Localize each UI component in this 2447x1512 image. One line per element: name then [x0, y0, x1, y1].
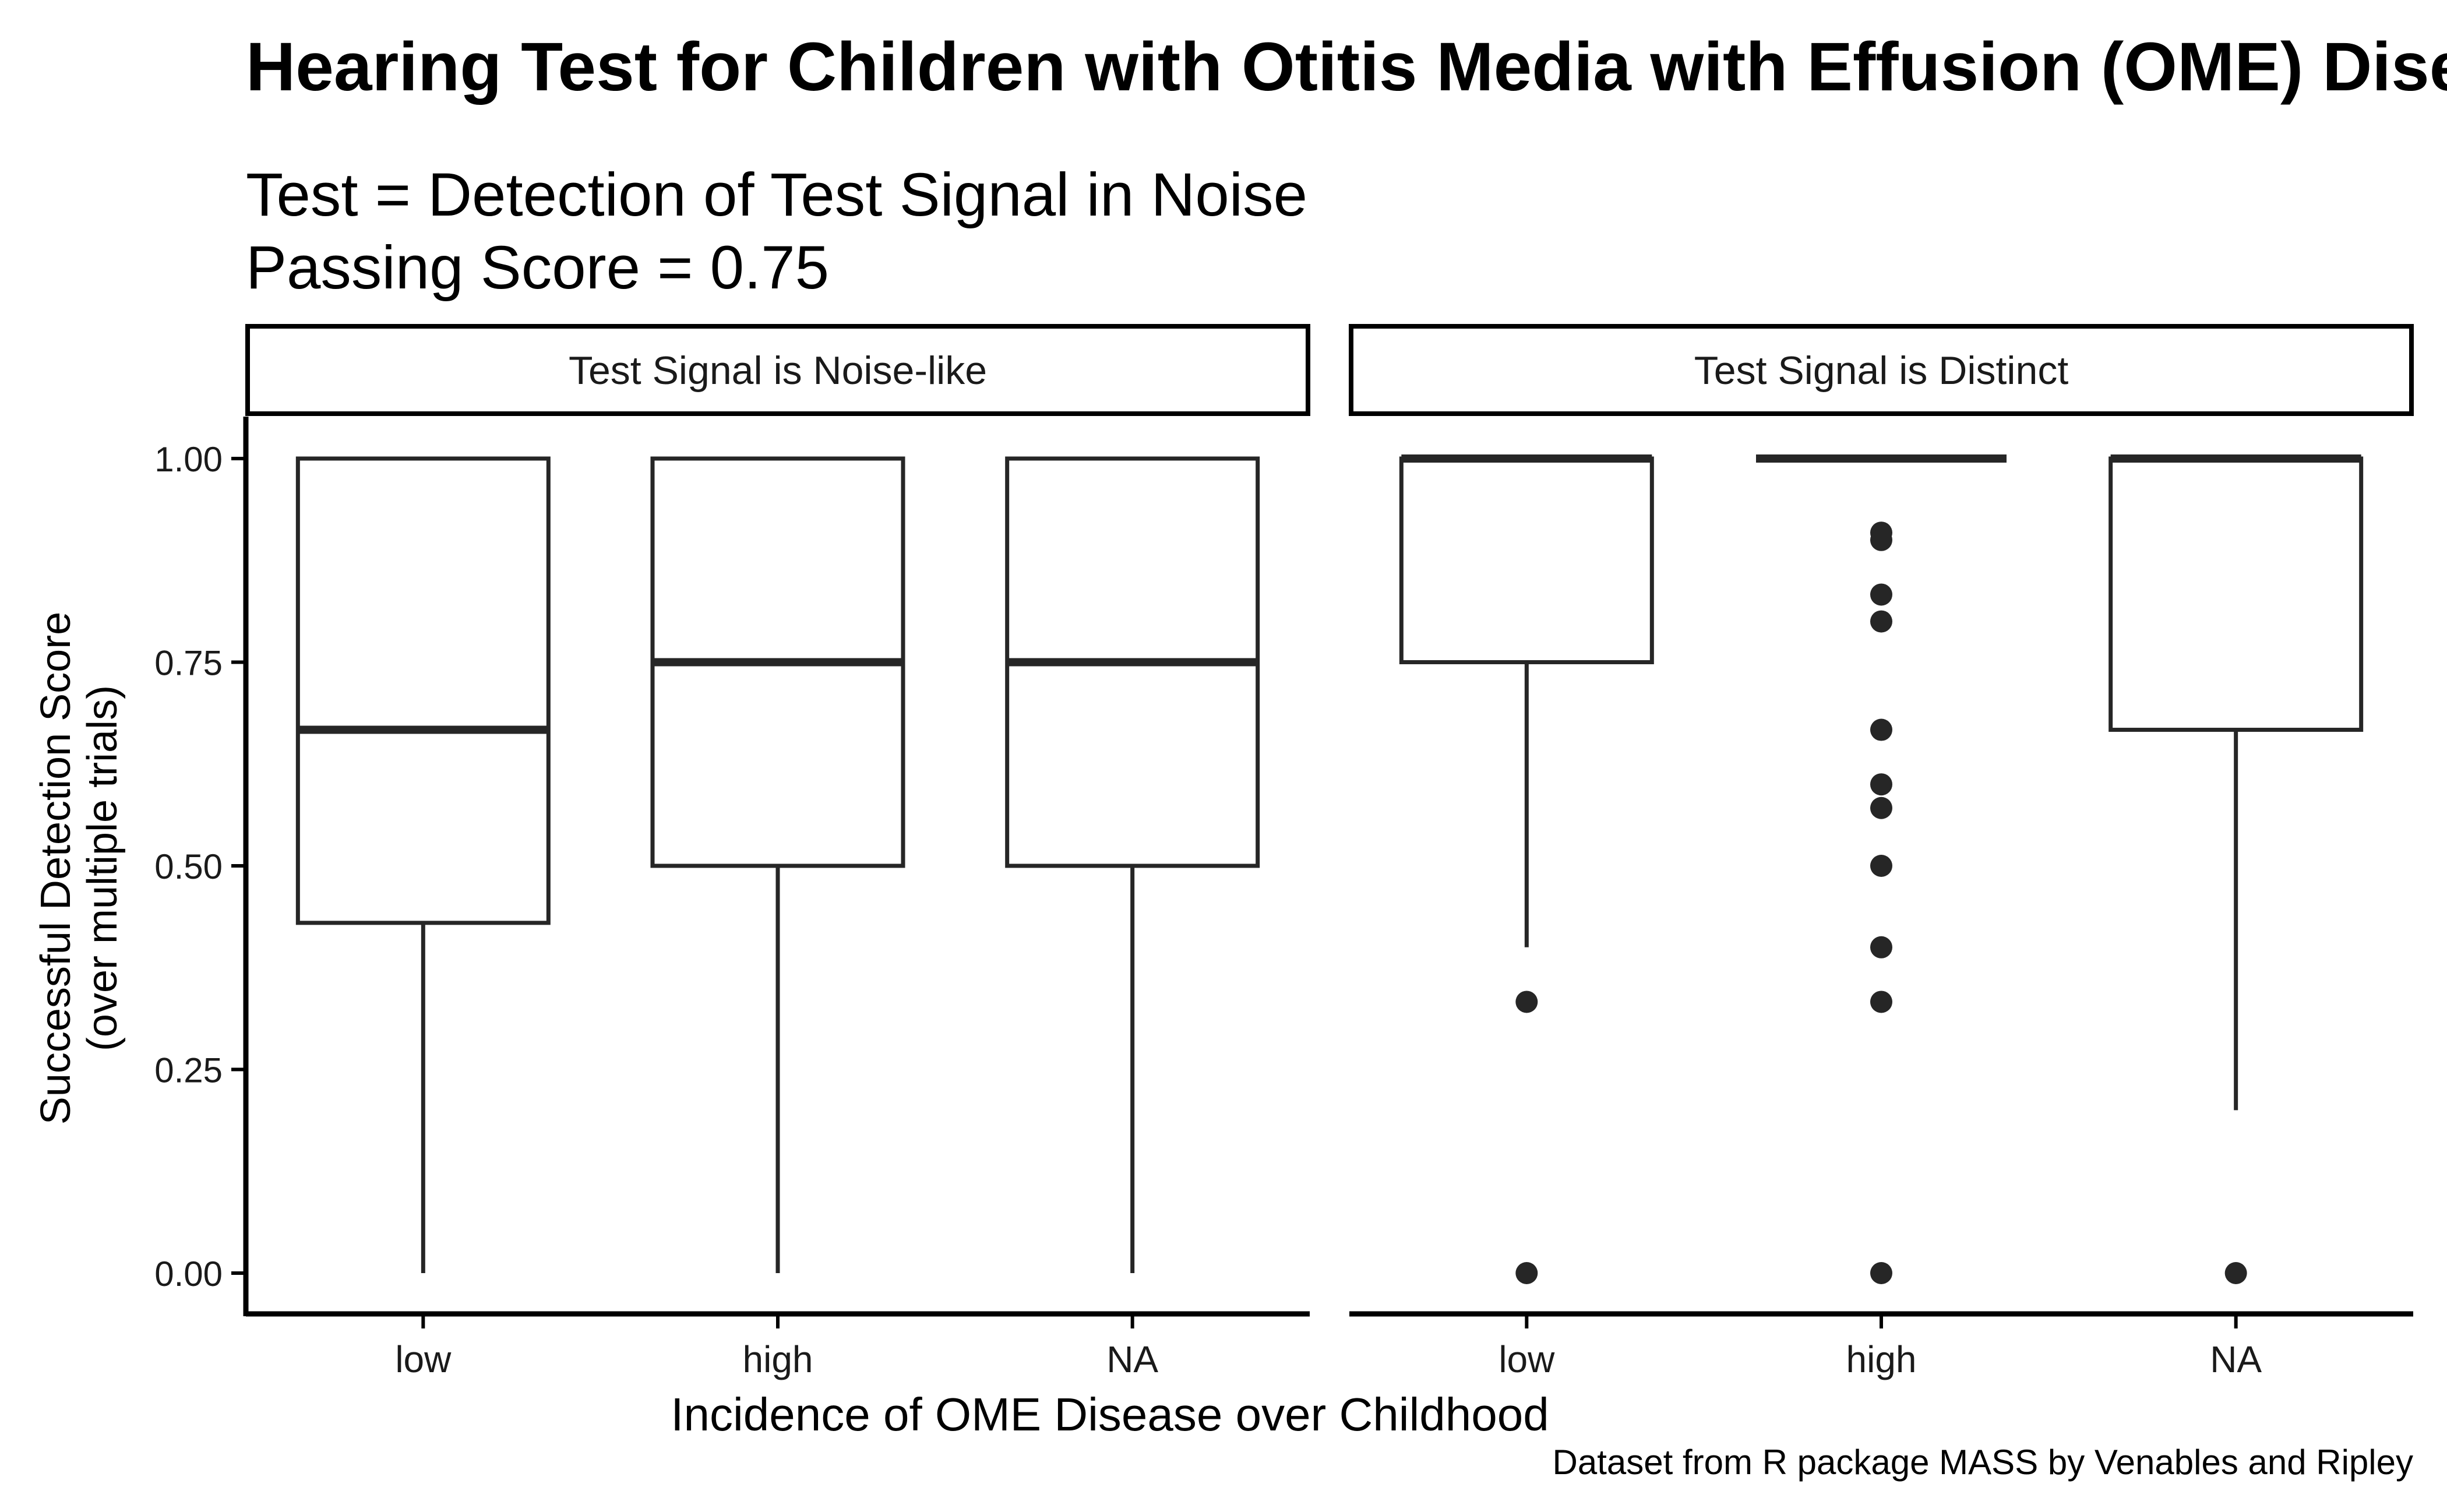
y-axis: 0.00 0.25 0.50 0.75 1.00: [154, 417, 249, 1316]
box-NA: [1005, 456, 1260, 1273]
facet-strip-label: Test Signal is Noise-like: [569, 348, 987, 393]
x-axis-title: Incidence of OME Disease over Childhood: [671, 1388, 1549, 1440]
x-tick-label: high: [743, 1338, 813, 1380]
x-tick-label: low: [1498, 1338, 1555, 1380]
chart-subtitle-line-1: Test = Detection of Test Signal in Noise: [246, 161, 1307, 229]
x-tick-label: NA: [1106, 1338, 1158, 1380]
facet-strip: [245, 324, 1310, 416]
outlier-point: [1870, 936, 1892, 958]
y-tick-label: 1.00: [154, 440, 223, 479]
y-tick-label: 0.50: [154, 847, 223, 886]
y-tick-label: 0.75: [154, 644, 223, 683]
outlier-point: [2224, 1262, 2247, 1284]
outlier-point: [1870, 528, 1892, 551]
x-tick-label: high: [1846, 1338, 1917, 1380]
outlier-point: [1870, 796, 1892, 819]
chart-title: Hearing Test for Children with Otitis Me…: [246, 29, 2447, 105]
outlier-point: [1515, 1262, 1538, 1284]
outlier-point: [1870, 1262, 1892, 1284]
chart-subtitle-line-2: Passing Score = 0.75: [246, 234, 829, 302]
outlier-point: [1870, 583, 1892, 606]
box-low: [295, 456, 551, 1273]
x-tick-label: NA: [2210, 1338, 2262, 1380]
outlier-point: [1515, 991, 1538, 1013]
y-axis-title-line-1: Successful Detection Score: [33, 612, 79, 1125]
outlier-point: [1870, 610, 1892, 633]
facet-strip: [1349, 324, 2414, 416]
facet-panel-1: Test Signal is Noise-like low high NA: [245, 324, 1310, 1380]
box-iqr: [295, 456, 551, 925]
y-axis-title-line-2: (over multiple trials): [79, 685, 126, 1051]
y-tick-label: 0.00: [154, 1254, 223, 1294]
facet-panel-2: Test Signal is Distinct low high NA: [1349, 324, 2414, 1380]
box-NA: [2108, 454, 2364, 1284]
box-iqr: [1399, 456, 1654, 664]
box-iqr: [2108, 456, 2364, 732]
outlier-point: [1870, 718, 1892, 741]
y-tick-label: 0.25: [154, 1051, 223, 1090]
box-high: [1756, 454, 2007, 1284]
box-low: [1399, 454, 1654, 1284]
facet-strip-label: Test Signal is Distinct: [1694, 348, 2069, 393]
outlier-point: [1870, 855, 1892, 877]
chart-caption: Dataset from R package MASS by Venables …: [1553, 1443, 2413, 1482]
outlier-point: [1870, 773, 1892, 796]
x-tick-label: low: [395, 1338, 452, 1380]
outlier-point: [1870, 991, 1892, 1013]
y-axis-title: Successful Detection Score (over multipl…: [33, 612, 126, 1125]
box-high: [650, 456, 905, 1273]
